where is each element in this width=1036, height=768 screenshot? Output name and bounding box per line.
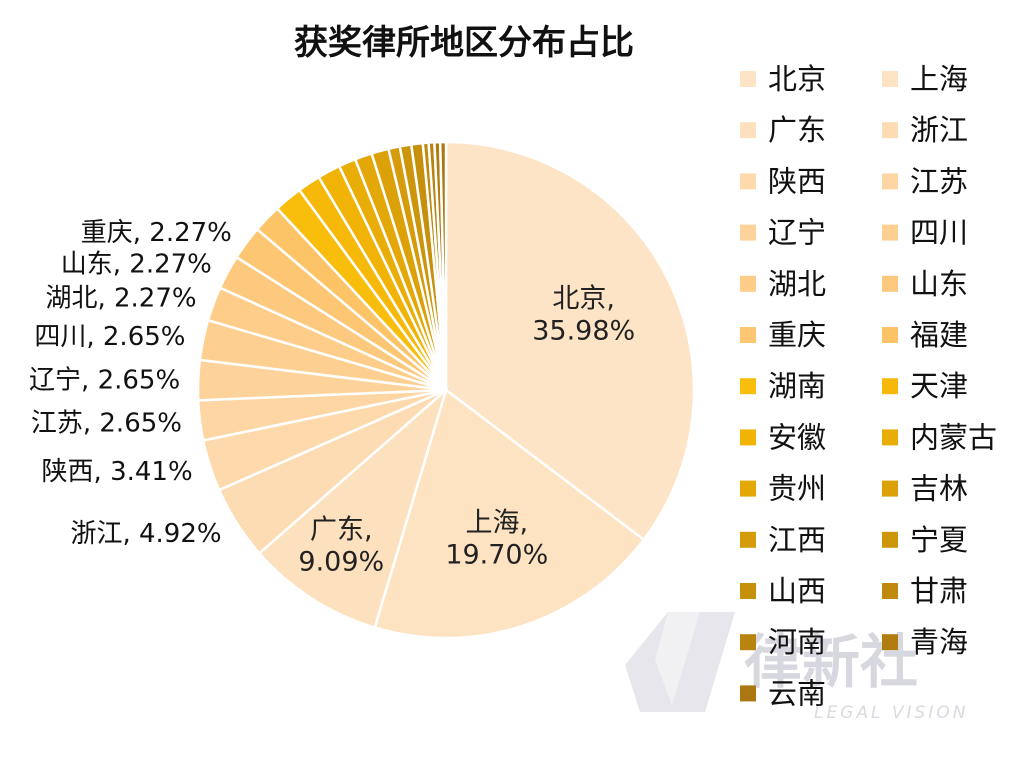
legend-label-e99995e8a5bf: 陕西	[768, 164, 826, 198]
legend-label-e5a4a9e6b4a5: 天津	[910, 369, 968, 403]
legend-swatch-e5ae81e5a48f	[882, 531, 898, 548]
legend-label-e5ae81e5a48f: 宁夏	[910, 523, 968, 557]
legend-label-e5b1b1e4b89c: 山东	[910, 267, 968, 301]
legend-swatch-e8bebde5ae81	[740, 224, 756, 241]
legend-swatch-e6b996e58d97	[740, 378, 756, 395]
data-label-e5b1b1e4b89c: 山东, 2.27%	[61, 250, 212, 280]
data-labels: 北京, 35.98% 上海, 19.70% 广东, 9.09% 浙江, 4.92% 陕西, 3…	[29, 218, 635, 578]
legend-swatch-e59b9be5b79d	[882, 224, 898, 241]
legend-swatch-e79498e88283	[882, 583, 898, 599]
legend-label-e58685e89299e58fa4: 内蒙古	[910, 420, 997, 454]
legend-swatch-e9878de5ba86	[740, 327, 756, 343]
legend-swatch-e4b88ae6b5b7	[882, 71, 898, 87]
legend-label-e6b996e58d97: 湖南	[768, 369, 826, 403]
data-label-e5b9bfe4b89c: 广东, 9.09%	[298, 515, 384, 578]
legend-label-e4ba91e58d97: 云南	[768, 676, 826, 710]
legend-label-e59089e69e97: 吉林	[910, 472, 968, 506]
legend-label-e6b19fe88b8f: 江苏	[910, 164, 968, 198]
legend-swatch-e58685e89299e58fa4	[882, 429, 898, 446]
legend-swatch-e8b4b5e5b79e	[740, 480, 756, 497]
legend-swatch-e5ae89e5bebd	[740, 429, 756, 446]
legend-swatch-e6b19fe8a5bf	[740, 531, 756, 548]
pie-slice-e4b88ae6b5b7	[373, 387, 646, 640]
legend-label-e6b19fe8a5bf: 江西	[768, 523, 826, 557]
legend-swatch-e6b599e6b19f	[882, 122, 898, 139]
data-label-e9878de5ba86: 重庆, 2.27%	[81, 218, 232, 248]
legend-swatch-e4ba91e58d97	[740, 685, 756, 702]
pie-slices	[196, 140, 696, 640]
legend-label-e59b9be5b79d: 四川	[910, 216, 968, 250]
pie-slice-e5b9bfe4b89c	[257, 386, 449, 630]
legend-label-e99d92e6b5b7: 青海	[910, 625, 968, 659]
legend-swatch-e7a68fe5bbba	[882, 327, 898, 343]
data-label-e4b88ae6b5b7: 上海, 19.70%	[445, 508, 548, 571]
legend-label-e4b88ae6b5b7: 上海	[910, 62, 968, 96]
legend-label-e6b996e58c97: 湖北	[768, 267, 826, 301]
pie-slice-e4ba91e58d97	[438, 140, 448, 391]
legend-swatch-e58c97e4baac	[740, 71, 756, 87]
data-label-e99995e8a5bf: 陕西, 3.41%	[42, 457, 193, 487]
data-label-e6b996e58c97: 湖北, 2.27%	[45, 284, 196, 314]
data-label-e6b19fe88b8f: 江苏, 2.65%	[31, 409, 182, 439]
legend-label-e7a68fe5bbba: 福建	[910, 318, 968, 352]
legend-label-e58c97e4baac: 北京	[768, 62, 826, 96]
legend-swatch-e5a4a9e6b4a5	[882, 378, 898, 395]
data-label-e6b599e6b19f: 浙江, 4.92%	[70, 519, 221, 549]
watermark-logo-shape-inner	[655, 612, 700, 705]
legend-swatch-e59089e69e97	[882, 480, 898, 497]
watermark-subtext: LEGAL VISION	[814, 703, 968, 723]
legend-label-e5b1b1e8a5bf: 山西	[768, 574, 826, 608]
data-label-e59b9be5b79d: 四川, 2.65%	[34, 322, 185, 352]
legend-swatch-e6b19fe88b8f	[882, 173, 898, 190]
legend-label-e6b599e6b19f: 浙江	[910, 113, 968, 147]
legend-swatch-e6b2b3e58d97	[740, 634, 756, 651]
legend-label-e8bebde5ae81: 辽宁	[768, 216, 826, 250]
legend-swatch-e5b9bfe4b89c	[740, 122, 756, 139]
legend-label-e8b4b5e5b79e: 贵州	[768, 472, 826, 506]
legend-label-e5b9bfe4b89c: 广东	[768, 113, 826, 147]
pie-slice-e58c97e4baac	[444, 140, 696, 542]
chart-title: 获奖律所地区分布占比	[294, 23, 634, 63]
data-label-e8bebde5ae81: 辽宁, 2.65%	[29, 365, 180, 395]
legend-swatch-e99d92e6b5b7	[882, 634, 898, 651]
legend-label-e9878de5ba86: 重庆	[768, 318, 826, 352]
legend-swatch-e99995e8a5bf	[740, 173, 756, 190]
legend-label-e5ae89e5bebd: 安徽	[768, 420, 826, 454]
legend-swatch-e5b1b1e8a5bf	[740, 583, 756, 599]
legend-label-e79498e88283: 甘肃	[910, 574, 968, 608]
data-label-e58c97e4baac: 北京, 35.98%	[532, 284, 635, 347]
legend-swatch-e5b1b1e4b89c	[882, 275, 898, 292]
legend-swatch-e6b996e58c97	[740, 275, 756, 292]
legend-label-e6b2b3e58d97: 河南	[768, 625, 826, 659]
